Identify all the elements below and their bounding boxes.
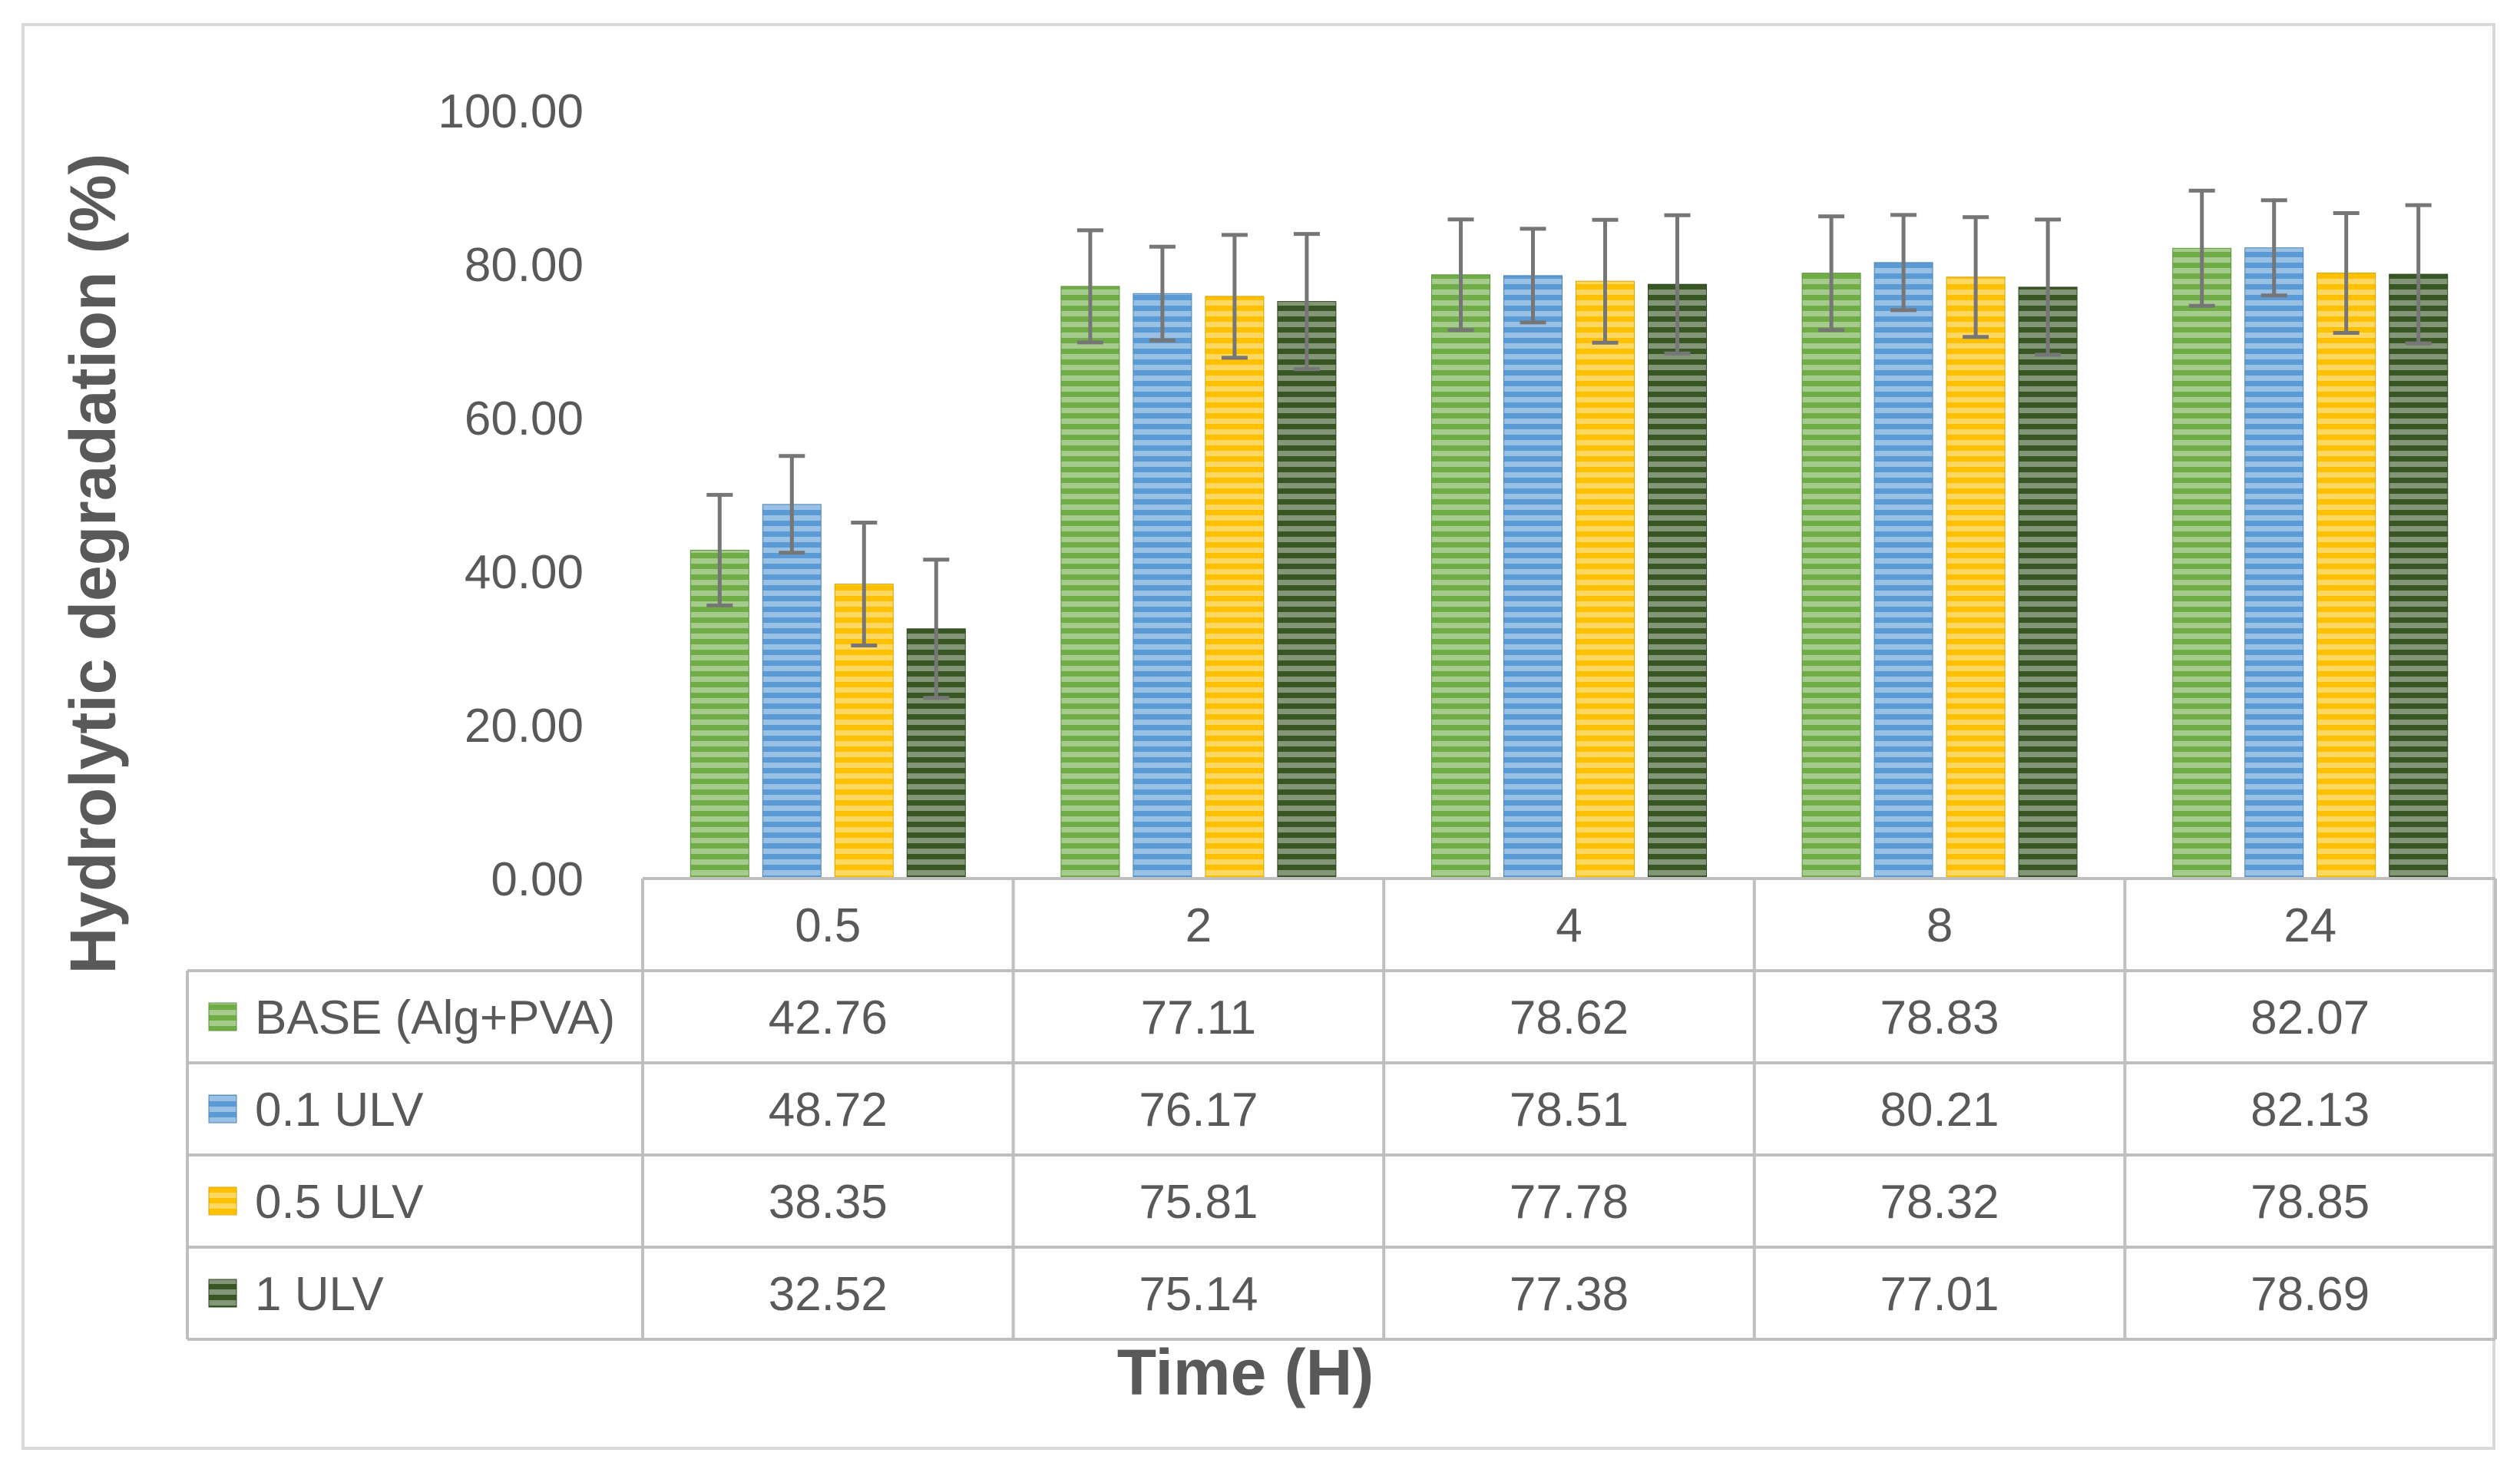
data-label: 75.81 xyxy=(1139,1176,1258,1229)
data-label: 82.13 xyxy=(2250,1084,2370,1137)
data-label: 78.69 xyxy=(2250,1268,2370,1321)
error-bar xyxy=(1664,213,1691,356)
legend-key xyxy=(208,1002,237,1031)
bar xyxy=(1576,280,1635,879)
y-tick-label: 60.00 xyxy=(465,392,584,445)
data-label: 78.85 xyxy=(2250,1176,2370,1229)
error-bar xyxy=(1818,214,1845,333)
legend-label: 1 ULV xyxy=(255,1268,384,1321)
bar xyxy=(2389,273,2449,879)
bar xyxy=(1431,274,1490,879)
bar xyxy=(1801,273,1861,879)
y-tick-label: 0.00 xyxy=(491,853,584,906)
error-bar xyxy=(1890,213,1917,313)
data-label: 76.17 xyxy=(1139,1084,1258,1137)
y-tick-label: 40.00 xyxy=(465,546,584,599)
error-bar xyxy=(1149,244,1176,343)
data-label: 77.38 xyxy=(1510,1268,1629,1321)
legend-key xyxy=(208,1279,237,1308)
data-label: 82.07 xyxy=(2250,991,2370,1044)
data-label: 80.21 xyxy=(1880,1084,1999,1137)
bar xyxy=(1205,296,1265,879)
bar xyxy=(1873,262,1933,879)
legend-label: BASE (Alg+PVA) xyxy=(255,991,615,1044)
error-bar xyxy=(779,454,805,555)
error-bar xyxy=(851,521,878,647)
bar xyxy=(2244,247,2304,879)
bar xyxy=(2172,247,2232,879)
chart-frame: 0.00 20.00 40.00 60.00 80.00 100.00 0.5 2 4 8 24 B… xyxy=(21,23,2497,1450)
error-bar xyxy=(1076,228,1103,345)
error-bar xyxy=(1293,232,1320,372)
y-tick-label: 80.00 xyxy=(465,239,584,292)
data-label: 75.14 xyxy=(1139,1268,1258,1321)
legend-label: 0.1 ULV xyxy=(255,1084,424,1137)
data-label: 78.62 xyxy=(1510,991,1629,1044)
data-label: 77.78 xyxy=(1510,1176,1629,1229)
data-label: 42.76 xyxy=(769,991,888,1044)
x-tick-label: 24 xyxy=(2284,899,2336,952)
x-tick-label: 4 xyxy=(1556,899,1582,952)
y-axis-title: Hydrolytic degradation (%) xyxy=(57,154,129,975)
error-bar xyxy=(706,492,733,607)
bar xyxy=(2018,286,2078,879)
bar xyxy=(1060,286,1120,879)
x-axis-title: Time (H) xyxy=(1117,1336,1374,1408)
error-bar xyxy=(923,558,950,700)
error-bar xyxy=(2260,198,2287,298)
data-label: 38.35 xyxy=(769,1176,888,1229)
error-bars-layer xyxy=(706,188,2432,700)
error-bar xyxy=(1221,233,1248,360)
y-tick-label: 100.00 xyxy=(438,85,584,138)
error-bar xyxy=(1963,215,1989,339)
bar xyxy=(762,504,822,879)
x-tick-label: 0.5 xyxy=(795,899,861,952)
data-label: 32.52 xyxy=(769,1268,888,1321)
bar xyxy=(1133,293,1192,879)
legend-key xyxy=(208,1186,237,1216)
error-bar xyxy=(1447,217,1474,333)
data-label: 48.72 xyxy=(769,1084,888,1137)
x-tick-label: 2 xyxy=(1186,899,1212,952)
data-label: 77.11 xyxy=(1141,991,1257,1044)
error-bar xyxy=(1592,217,1619,345)
legend-label: 0.5 ULV xyxy=(255,1176,424,1229)
bars-layer xyxy=(690,247,2449,879)
y-axis: 0.00 20.00 40.00 60.00 80.00 100.00 xyxy=(438,85,584,906)
error-bar xyxy=(2405,203,2432,346)
y-tick-label: 20.00 xyxy=(465,700,584,753)
error-bar xyxy=(1520,227,1546,325)
data-label: 78.83 xyxy=(1880,991,1999,1044)
data-label: 77.01 xyxy=(1880,1268,1999,1321)
legend-key xyxy=(208,1094,237,1124)
x-tick-label: 8 xyxy=(1926,899,1953,952)
bar xyxy=(1277,301,1337,879)
error-bar xyxy=(2188,188,2215,308)
error-bar xyxy=(2333,211,2360,335)
bar xyxy=(1503,275,1563,879)
data-label: 78.51 xyxy=(1510,1084,1629,1137)
error-bar xyxy=(2035,217,2062,357)
bar xyxy=(1946,276,2006,879)
bar xyxy=(2317,273,2376,879)
bar xyxy=(1648,283,1707,879)
data-label: 78.32 xyxy=(1880,1176,1999,1229)
